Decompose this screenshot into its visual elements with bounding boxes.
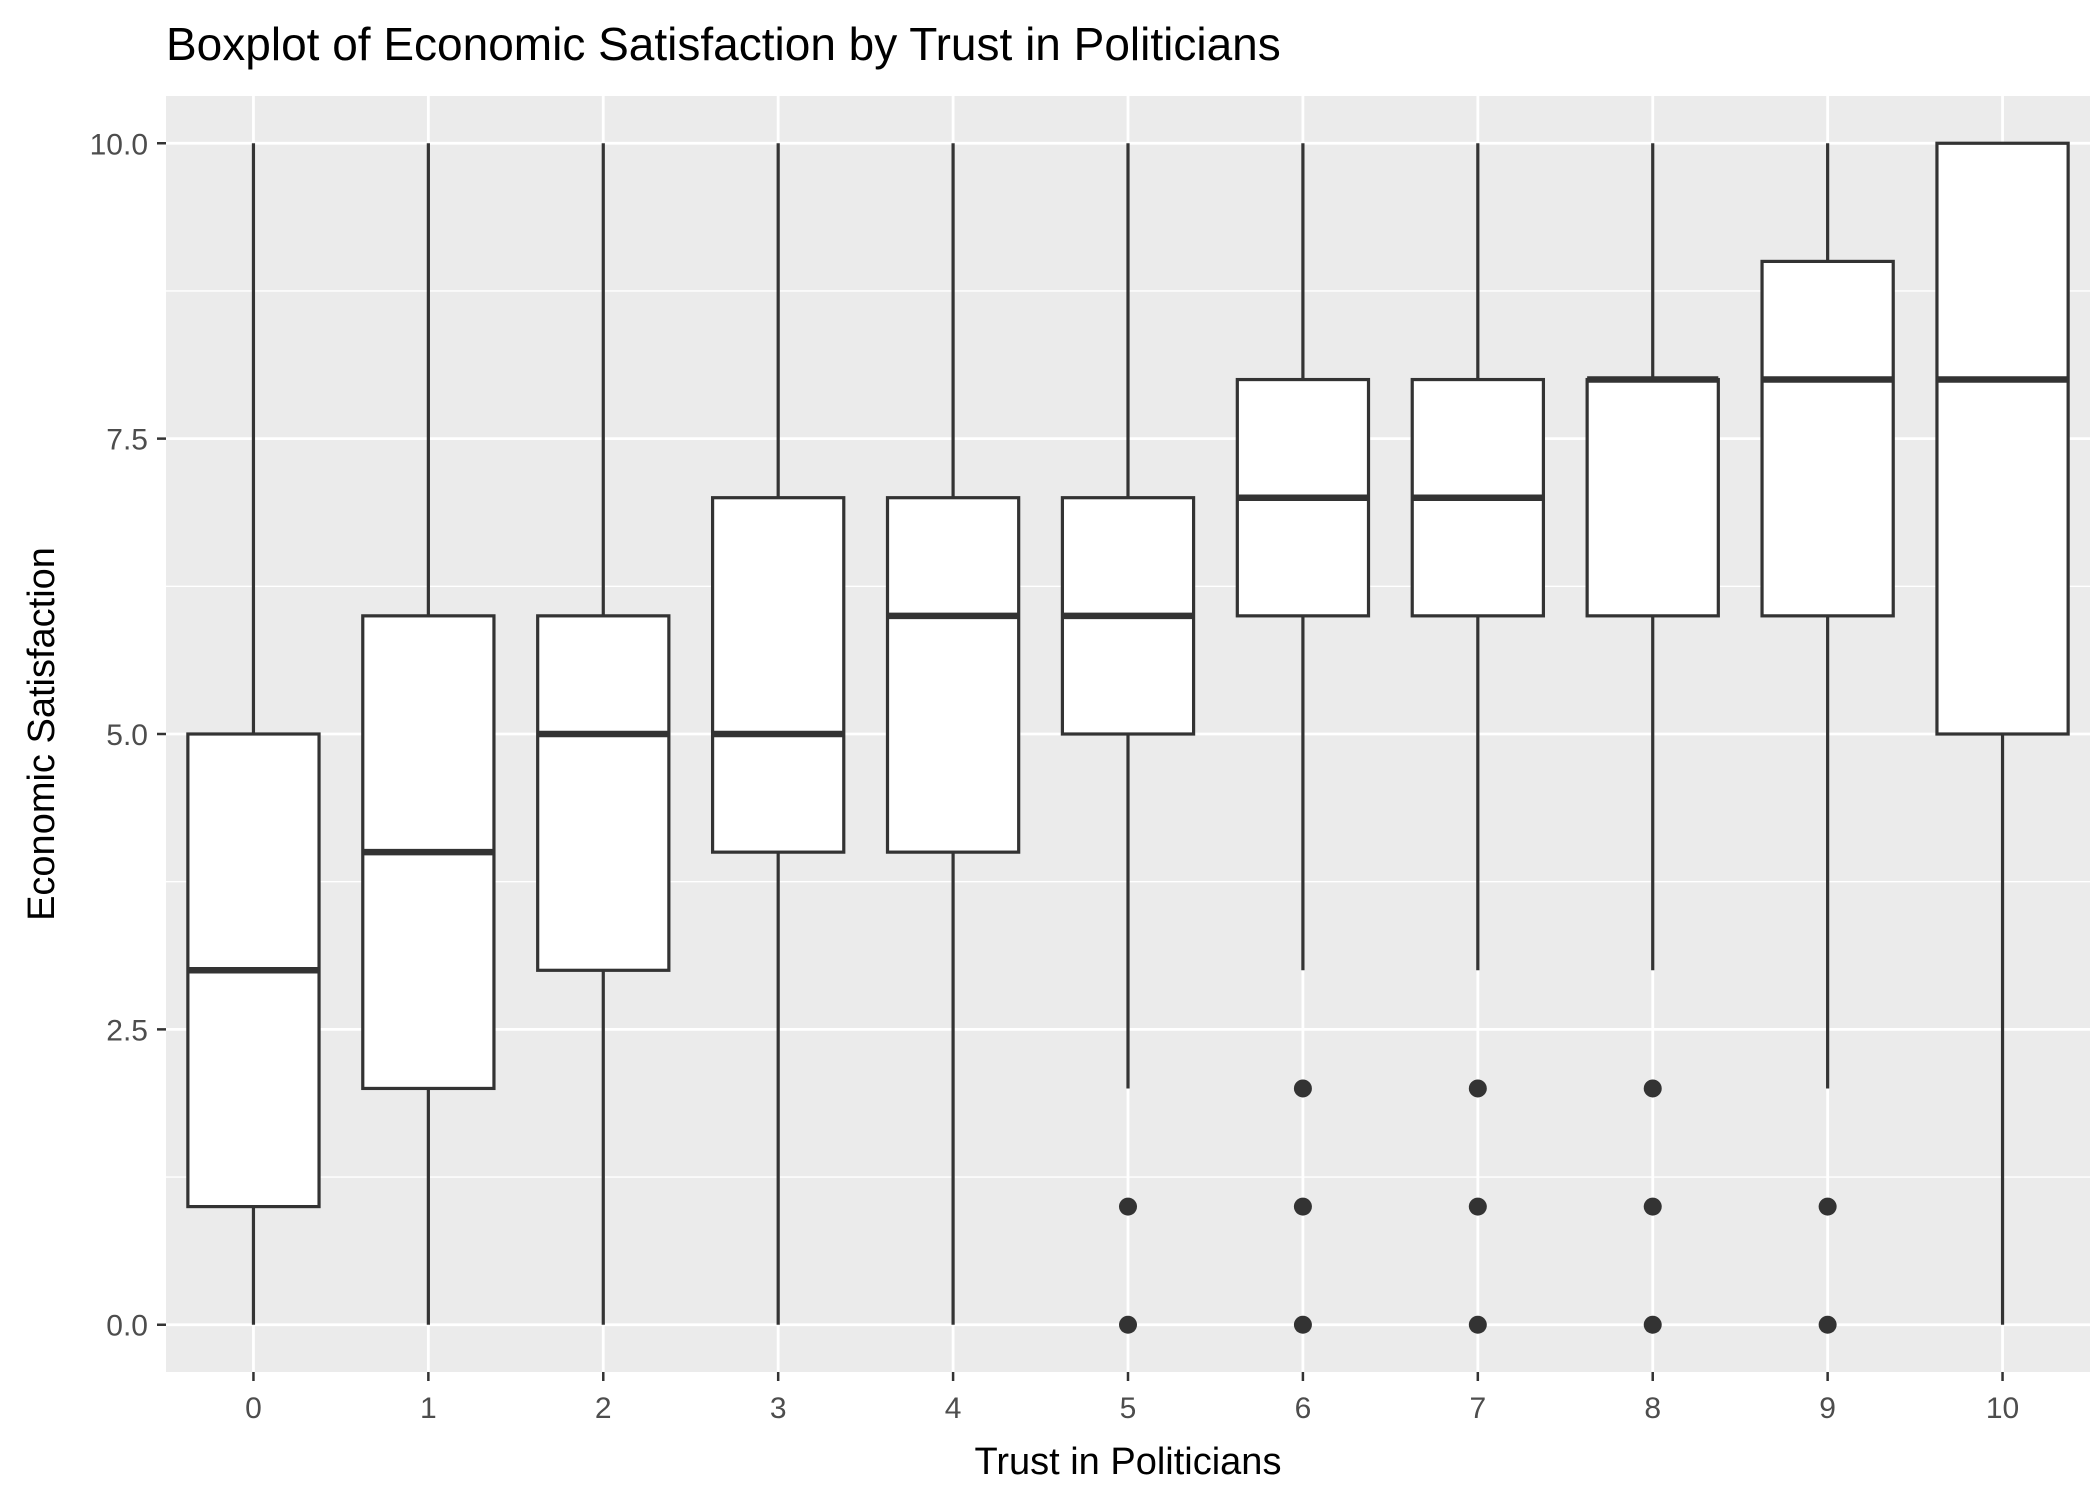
x-axis: 0 1 2 3 4 5 6 7 8 9 10 bbox=[245, 1372, 2019, 1425]
box-iqr bbox=[710, 496, 846, 854]
box-group-5 bbox=[1060, 143, 1196, 1334]
box-iqr bbox=[885, 496, 1021, 854]
box-layer bbox=[186, 141, 2070, 1334]
box-group-9 bbox=[1760, 143, 1895, 1334]
x-tick-label: 5 bbox=[1120, 1392, 1137, 1425]
x-tick-label: 9 bbox=[1819, 1392, 1836, 1425]
x-tick-label: 10 bbox=[1986, 1392, 2019, 1425]
y-tick-label: 10.0 bbox=[90, 128, 148, 161]
chart-title: Boxplot of Economic Satisfaction by Trus… bbox=[166, 18, 1281, 70]
x-tick-label: 7 bbox=[1469, 1392, 1486, 1425]
box-group-6 bbox=[1235, 143, 1371, 1334]
x-tick-label: 1 bbox=[420, 1392, 437, 1425]
outlier-point bbox=[1119, 1315, 1137, 1334]
outlier-point bbox=[1818, 1197, 1837, 1216]
box-group-1 bbox=[361, 143, 496, 1325]
box-iqr bbox=[1935, 141, 2070, 736]
x-tick-label: 3 bbox=[770, 1392, 787, 1425]
x-tick-label: 6 bbox=[1295, 1392, 1312, 1425]
box-iqr bbox=[1760, 259, 1895, 618]
x-axis-title: Trust in Politicians bbox=[975, 1441, 1282, 1483]
outlier-point bbox=[1468, 1079, 1487, 1098]
box-iqr bbox=[1585, 377, 1720, 618]
box-group-4 bbox=[885, 143, 1021, 1325]
x-tick-label: 2 bbox=[595, 1392, 612, 1425]
y-tick-label: 0.0 bbox=[106, 1310, 148, 1343]
x-tick-label: 4 bbox=[945, 1392, 962, 1425]
outlier-point bbox=[1119, 1197, 1137, 1216]
x-tick-label: 0 bbox=[245, 1392, 262, 1425]
outlier-point bbox=[1293, 1315, 1312, 1334]
y-axis: 0.0 2.5 5.0 7.5 10.0 bbox=[90, 128, 166, 1343]
outlier-point bbox=[1293, 1197, 1312, 1216]
box-group-8 bbox=[1585, 143, 1720, 1334]
box-iqr bbox=[536, 614, 671, 972]
y-tick-label: 7.5 bbox=[106, 424, 148, 457]
box-group-10 bbox=[1935, 141, 2070, 1325]
outlier-point bbox=[1643, 1315, 1662, 1334]
y-tick-label: 2.5 bbox=[106, 1014, 148, 1047]
outlier-point bbox=[1643, 1079, 1662, 1098]
outlier-point bbox=[1293, 1079, 1312, 1098]
box-group-7 bbox=[1410, 143, 1546, 1334]
x-tick-label: 8 bbox=[1644, 1392, 1661, 1425]
y-tick-label: 5.0 bbox=[106, 719, 148, 752]
outlier-point bbox=[1468, 1197, 1487, 1216]
outlier-point bbox=[1818, 1315, 1837, 1334]
box-group-0 bbox=[186, 143, 321, 1325]
box-group-3 bbox=[710, 143, 846, 1325]
box-group-2 bbox=[536, 143, 671, 1325]
outlier-point bbox=[1468, 1315, 1487, 1334]
y-axis-title: Economic Satisfaction bbox=[21, 547, 63, 921]
outlier-point bbox=[1643, 1197, 1662, 1216]
